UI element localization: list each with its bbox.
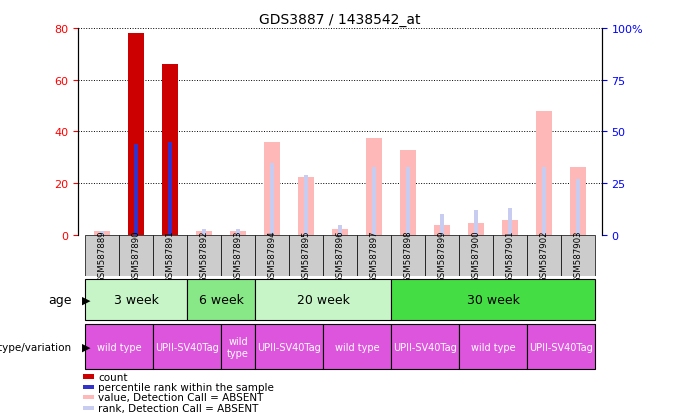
Text: genotype/variation: genotype/variation <box>0 342 71 352</box>
Bar <box>527 235 561 277</box>
Bar <box>265 142 279 235</box>
Bar <box>323 325 391 369</box>
Text: GSM587903: GSM587903 <box>573 230 583 282</box>
Bar <box>571 167 585 235</box>
Bar <box>119 235 153 277</box>
Text: GSM587900: GSM587900 <box>471 230 481 282</box>
Text: GSM587895: GSM587895 <box>301 230 311 282</box>
Bar <box>153 325 221 369</box>
Bar <box>435 225 449 235</box>
Bar <box>474 211 478 235</box>
Text: GSM587899: GSM587899 <box>437 230 447 282</box>
Bar <box>561 235 595 277</box>
Bar <box>372 167 376 235</box>
Text: 30 week: 30 week <box>466 293 520 306</box>
Text: UPII-SV40Tag: UPII-SV40Tag <box>257 342 321 352</box>
Bar <box>537 112 551 235</box>
Text: percentile rank within the sample: percentile rank within the sample <box>98 382 274 392</box>
Text: UPII-SV40Tag: UPII-SV40Tag <box>155 342 219 352</box>
Bar <box>255 279 391 320</box>
Bar <box>83 406 94 410</box>
Bar <box>95 231 109 235</box>
Bar <box>83 395 94 399</box>
Bar <box>542 167 546 235</box>
Bar <box>197 231 211 235</box>
Bar <box>406 167 410 235</box>
Text: GSM587891: GSM587891 <box>165 230 175 282</box>
Bar <box>391 325 459 369</box>
Text: count: count <box>98 372 128 382</box>
Text: GSM587893: GSM587893 <box>233 230 243 282</box>
Bar <box>440 215 444 235</box>
Text: GSM587889: GSM587889 <box>97 230 107 282</box>
Bar <box>493 235 527 277</box>
Text: wild type: wild type <box>97 342 141 352</box>
Text: age: age <box>48 293 71 306</box>
Bar <box>270 163 274 235</box>
Bar <box>153 235 187 277</box>
Bar <box>163 65 177 235</box>
Text: GSM587896: GSM587896 <box>335 230 345 282</box>
Text: GSM587897: GSM587897 <box>369 230 379 282</box>
Text: GSM587894: GSM587894 <box>267 230 277 282</box>
Bar <box>100 231 104 235</box>
Bar <box>503 221 517 235</box>
Text: wild type: wild type <box>335 342 379 352</box>
Bar <box>391 235 425 277</box>
Text: UPII-SV40Tag: UPII-SV40Tag <box>393 342 457 352</box>
Bar <box>85 279 187 320</box>
Bar <box>289 235 323 277</box>
Bar <box>168 142 172 235</box>
Bar <box>221 325 255 369</box>
Text: GSM587902: GSM587902 <box>539 230 549 282</box>
Text: value, Detection Call = ABSENT: value, Detection Call = ABSENT <box>98 392 264 402</box>
Bar <box>202 229 206 235</box>
Bar <box>527 325 595 369</box>
Bar <box>83 375 94 379</box>
Bar <box>425 235 459 277</box>
Text: GSM587892: GSM587892 <box>199 230 209 282</box>
Bar <box>391 279 595 320</box>
Text: 3 week: 3 week <box>114 293 158 306</box>
Text: ▶: ▶ <box>82 294 90 304</box>
Text: wild type: wild type <box>471 342 515 352</box>
Bar <box>134 145 138 235</box>
Bar <box>508 209 512 235</box>
Bar <box>357 235 391 277</box>
Text: 20 week: 20 week <box>296 293 350 306</box>
Bar <box>187 235 221 277</box>
Bar <box>323 235 357 277</box>
Bar <box>221 235 255 277</box>
Bar <box>338 225 342 235</box>
Bar <box>367 138 381 235</box>
Text: rank, Detection Call = ABSENT: rank, Detection Call = ABSENT <box>98 403 258 413</box>
Bar <box>459 325 527 369</box>
Bar <box>83 385 94 389</box>
Bar <box>85 235 119 277</box>
Text: ▶: ▶ <box>82 342 90 352</box>
Text: GSM587901: GSM587901 <box>505 230 515 282</box>
Text: GSM587898: GSM587898 <box>403 230 413 282</box>
Bar <box>401 151 415 235</box>
Text: wild
type: wild type <box>227 336 249 358</box>
Bar <box>187 279 255 320</box>
Text: GSM587890: GSM587890 <box>131 230 141 282</box>
Bar <box>304 176 308 235</box>
Bar <box>255 235 289 277</box>
Bar <box>333 229 347 235</box>
Bar <box>129 34 143 235</box>
Bar <box>299 178 313 235</box>
Bar <box>236 229 240 235</box>
Bar <box>459 235 493 277</box>
Bar <box>469 223 483 235</box>
Bar <box>85 325 153 369</box>
Text: 6 week: 6 week <box>199 293 243 306</box>
Text: UPII-SV40Tag: UPII-SV40Tag <box>529 342 593 352</box>
Bar <box>231 231 245 235</box>
Title: GDS3887 / 1438542_at: GDS3887 / 1438542_at <box>259 12 421 26</box>
Bar <box>576 180 580 235</box>
Bar <box>255 325 323 369</box>
